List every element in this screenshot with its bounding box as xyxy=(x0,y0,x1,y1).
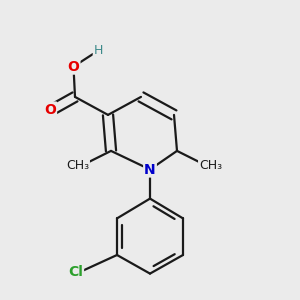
Text: O: O xyxy=(44,103,56,116)
Text: H: H xyxy=(94,44,103,58)
Text: O: O xyxy=(68,60,80,74)
Text: CH₃: CH₃ xyxy=(199,159,222,172)
Text: N: N xyxy=(144,163,156,176)
Text: CH₃: CH₃ xyxy=(66,159,89,172)
Text: Cl: Cl xyxy=(68,265,83,278)
